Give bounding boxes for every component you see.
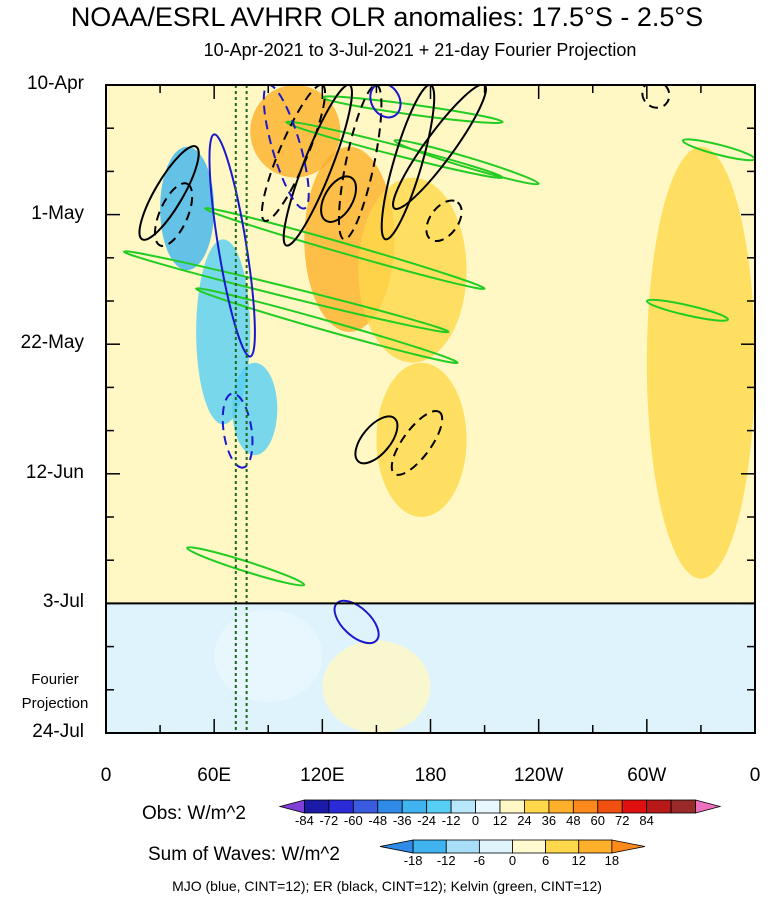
colorbar-swatch (445, 839, 480, 854)
colorbar-swatch (512, 839, 547, 854)
colorbar-swatch (412, 839, 447, 854)
colorbar-swatch (597, 799, 623, 814)
colorbar-tick-label: -60 (343, 813, 363, 828)
anomaly-region (646, 146, 755, 579)
reference-lines (106, 85, 755, 733)
waves-colorbar-label: Sum of Waves: W/m^2 (148, 844, 340, 865)
x-tick-label: 120W (513, 765, 564, 786)
chart-title: NOAA/ESRL AVHRR OLR anomalies: 17.5°S - … (70, 2, 704, 32)
anomaly-region (232, 362, 278, 456)
colorbar-swatch (548, 799, 574, 814)
colorbar-swatch (450, 799, 476, 814)
er-contour (380, 85, 436, 241)
colorbar-swatch (328, 799, 354, 814)
colorbar-swatch (352, 799, 379, 814)
colorbar-tick-label: -24 (417, 813, 437, 828)
anomaly-field (106, 85, 755, 733)
anomaly-region (214, 609, 323, 703)
obs-colorbar-label: Obs: W/m^2 (142, 803, 246, 824)
colorbar-tick-label: 12 (492, 813, 508, 828)
colorbar-tick-label: -6 (473, 853, 486, 868)
colorbar-tick-label: 36 (541, 813, 557, 828)
kelvin-contour (123, 250, 450, 334)
x-tick-label: 60E (197, 765, 232, 786)
colorbar-tick-label: -36 (392, 813, 412, 828)
colorbar-tick-label: -72 (319, 813, 339, 828)
wave-contours (123, 85, 755, 645)
colorbar-swatch (621, 799, 648, 814)
x-tick-label: 0 (749, 765, 761, 786)
colorbar-tick-label: -84 (295, 813, 314, 828)
kelvin-contour (393, 139, 540, 186)
kelvin-contour (195, 287, 459, 365)
colorbar-tick-label: 6 (542, 853, 550, 868)
y-tick-label: 3-Jul (42, 591, 84, 613)
chart-subtitle: 10-Apr-2021 to 3-Jul-2021 + 21-day Fouri… (203, 40, 637, 60)
colorbar-tick-label: 72 (614, 813, 630, 828)
colorbar-tick-label: 12 (571, 853, 586, 868)
er-contour (138, 145, 200, 241)
kelvin-contour (204, 207, 486, 290)
y-tick-label: 22-May (20, 332, 84, 354)
obs-colorbar (278, 799, 722, 814)
er-contour (641, 85, 671, 109)
er-contour (354, 415, 399, 465)
colorbar-swatch (401, 799, 428, 814)
colorbar-tick-label: -12 (436, 853, 456, 868)
waves-colorbar (379, 839, 646, 854)
colorbar-tick-label: -12 (441, 813, 461, 828)
colorbar-tick-label: 0 (471, 813, 480, 828)
colorbar-swatch (499, 799, 525, 814)
colorbar-swatch (578, 839, 613, 854)
anomaly-region (376, 362, 467, 517)
axis-ticks (105, 84, 756, 734)
fourier-label-line1: Fourier (31, 671, 79, 688)
colorbar-swatch (377, 799, 403, 814)
fourier-projection-label: Fourier Projection (10, 668, 100, 716)
x-tick-label: 0 (100, 765, 112, 786)
y-tick-label: 10-Apr (26, 73, 84, 94)
x-tick-label: 120E (300, 765, 345, 786)
mjo-contour (221, 392, 254, 469)
er-contour (153, 182, 194, 247)
er-contour (392, 85, 487, 210)
colorbar-swatch (545, 839, 580, 854)
colorbar-tick-label: 60 (590, 813, 605, 828)
colorbar-tick-label: 18 (604, 853, 620, 868)
kelvin-contour (645, 298, 729, 322)
colorbar-swatch (304, 799, 330, 814)
anomaly-region (322, 640, 431, 733)
colorbar-tick-label: -18 (403, 853, 423, 868)
colorbar-tick-label: 48 (566, 813, 581, 828)
colorbar-swatch (524, 799, 550, 814)
er-contour (320, 175, 358, 223)
y-tick-label: 24-Jul (32, 721, 84, 742)
colorbar-swatch (695, 799, 722, 814)
x-tick-label: 60W (627, 765, 667, 786)
chart-footer: MJO (blue, CINT=12); ER (black, CINT=12)… (172, 878, 602, 894)
colorbar-swatch (670, 799, 696, 814)
colorbar-swatch (572, 799, 599, 814)
colorbar-swatch (379, 839, 414, 854)
er-contour (390, 410, 444, 476)
field-background-projection (106, 603, 755, 733)
colorbar-tick-label: 0 (508, 853, 517, 868)
colorbar-swatch (478, 839, 513, 854)
anomaly-region (250, 85, 341, 178)
colorbar-tick-label: 24 (517, 813, 532, 828)
colorbar-swatch (646, 799, 672, 814)
colorbar-tick-label: -48 (368, 813, 388, 828)
anomaly-region (358, 177, 467, 363)
colorbar-tick-label: 84 (639, 813, 654, 828)
colorbar-swatch (426, 799, 452, 814)
colorbar-swatch (611, 839, 646, 854)
colorbar-swatch (475, 799, 501, 814)
y-tick-label: 1-May (31, 202, 84, 224)
x-tick-label: 180 (414, 765, 447, 786)
er-contour (425, 199, 463, 243)
colorbar-swatch (278, 799, 305, 814)
y-tick-label: 12-Jun (25, 461, 84, 483)
fourier-label-line2: Projection (21, 695, 89, 712)
